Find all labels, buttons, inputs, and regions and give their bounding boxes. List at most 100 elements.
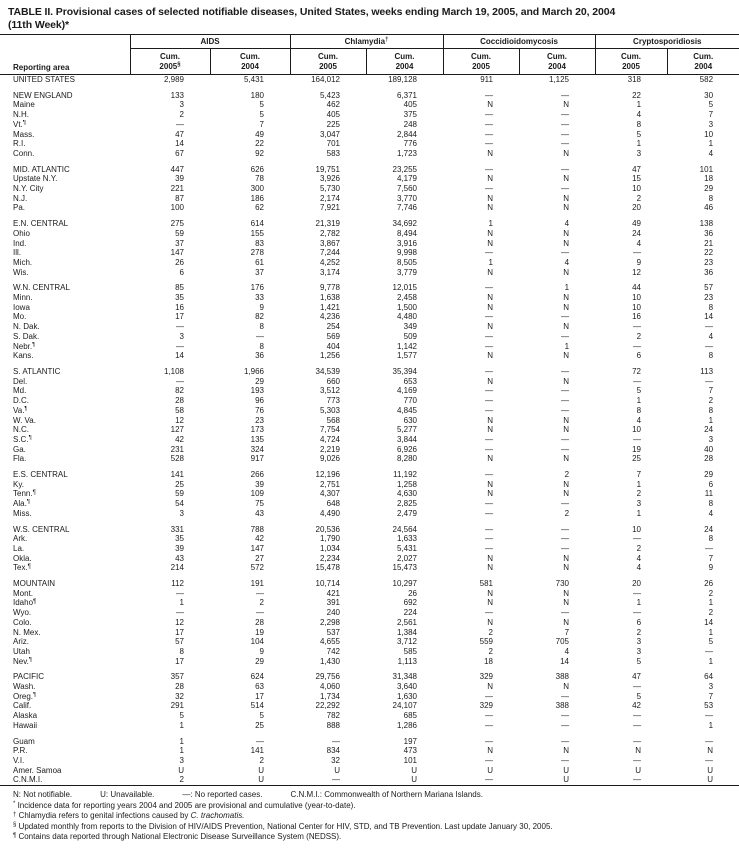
legend-line: N: Not notifiable. U: Unavailable. —: No r… xyxy=(13,790,731,801)
value-cell: — xyxy=(485,534,493,544)
value-cell: 624 xyxy=(250,672,264,682)
value-cell: — xyxy=(176,376,184,386)
value-cell: 22,292 xyxy=(315,701,340,711)
value-cell: 1,113 xyxy=(397,656,417,666)
value-cell: N xyxy=(563,267,570,277)
value-cell: — xyxy=(485,331,493,341)
table-row: Okla. 43 27 2,234 2,027 N N 4 7 xyxy=(0,554,739,564)
value-cell: N xyxy=(563,351,570,361)
legend-item: —: No reported cases. xyxy=(182,790,263,800)
reporting-area-cell: Ark. xyxy=(13,534,28,544)
value-cell: — xyxy=(705,711,714,721)
value-cell: 701 xyxy=(326,139,340,149)
reporting-area-cell: Okla. xyxy=(13,553,32,563)
footnote: * Incidence data for reporting years 200… xyxy=(13,800,356,810)
value-cell: 231 xyxy=(170,444,184,454)
value-cell: 3 xyxy=(636,646,642,656)
reporting-area-cell: Conn. xyxy=(13,148,35,158)
value-cell: 78 xyxy=(255,174,264,184)
value-cell: — xyxy=(705,341,714,351)
reporting-area-cell: Utah xyxy=(13,646,30,656)
value-cell: 2,219 xyxy=(319,444,340,454)
value-cell: 15,478 xyxy=(315,563,340,573)
value-cell: 1 xyxy=(488,257,493,267)
value-cell: 917 xyxy=(250,454,264,464)
value-cell: — xyxy=(705,543,714,553)
reporting-area-cell: S.C.¶ xyxy=(13,434,32,444)
reporting-area-cell: NEW ENGLAND xyxy=(13,90,73,100)
value-cell: 5,423 xyxy=(319,90,340,100)
value-cell: — xyxy=(705,736,714,746)
reporting-area-cell: Tex.¶ xyxy=(13,563,31,573)
value-cell: 4 xyxy=(708,148,714,158)
value-cell: 20 xyxy=(632,579,642,589)
value-cell: — xyxy=(633,711,642,721)
value-cell: 911 xyxy=(480,75,493,84)
table-row: Del. — 29 660 653 N N — — xyxy=(0,377,739,387)
value-cell: 224 xyxy=(403,608,417,618)
value-cell: 189,128 xyxy=(388,75,417,84)
value-cell: 705 xyxy=(555,637,570,647)
value-cell: — xyxy=(176,608,184,618)
col-cryptosporidiosis-cum-2005: Cum. 2005 xyxy=(594,48,668,75)
value-cell: — xyxy=(561,720,570,730)
value-cell: 254 xyxy=(326,322,340,332)
value-cell: 3,916 xyxy=(396,238,417,248)
value-cell: 100 xyxy=(170,203,184,213)
value-cell: 5,730 xyxy=(319,184,340,194)
reporting-area-cell: Del. xyxy=(13,376,28,386)
value-cell: N xyxy=(563,302,570,312)
reporting-area-cell: Vt.¶ xyxy=(13,119,27,129)
value-cell: 11,192 xyxy=(393,470,417,480)
table-row: C.N.M.I. 2 U — U — U — U xyxy=(0,775,739,785)
value-cell: — xyxy=(561,756,570,765)
value-cell: 581 xyxy=(479,579,493,589)
value-cell: 36 xyxy=(704,267,714,277)
value-cell: — xyxy=(176,588,184,598)
value-cell: — xyxy=(633,682,642,692)
value-cell: — xyxy=(561,312,570,322)
value-cell: 7 xyxy=(708,553,714,563)
value-cell: 47 xyxy=(632,164,642,174)
value-cell: — xyxy=(485,499,493,509)
value-cell: 4,060 xyxy=(319,682,340,692)
reporting-area-cell: Ga. xyxy=(13,444,26,454)
reporting-area-cell: Amer. Samoa xyxy=(13,765,62,775)
value-cell: 28 xyxy=(255,617,264,627)
value-cell: — xyxy=(633,376,642,386)
value-cell: 221 xyxy=(170,184,184,194)
value-cell: 113 xyxy=(700,366,714,376)
value-cell: — xyxy=(705,756,714,765)
value-cell: — xyxy=(561,534,570,544)
value-cell: N xyxy=(487,682,493,692)
value-cell: 96 xyxy=(255,396,264,406)
table-row: W.N. CENTRAL 85 176 9,778 12,015 — 1 44 57 xyxy=(0,283,739,293)
value-cell: 109 xyxy=(250,489,264,499)
table-row: N.H. 2 5 405 375 — — 4 7 xyxy=(0,110,739,120)
value-cell: 138 xyxy=(699,219,714,229)
value-cell: — xyxy=(633,775,642,785)
reporting-area-cell: N.H. xyxy=(13,110,29,120)
reporting-area-cell: Maine xyxy=(13,100,35,110)
value-cell: N xyxy=(487,563,493,573)
value-cell: 782 xyxy=(326,711,340,721)
value-cell: N xyxy=(563,598,570,608)
value-cell: 59 xyxy=(175,228,184,238)
chlamydia-mark: † xyxy=(385,37,389,44)
value-cell: 4,630 xyxy=(396,489,417,499)
value-cell: N xyxy=(487,598,493,608)
value-cell: 388 xyxy=(555,701,570,711)
value-cell: N xyxy=(563,489,570,499)
reporting-area-cell: Mich. xyxy=(13,257,33,267)
value-cell: 83 xyxy=(255,238,264,248)
value-cell: — xyxy=(485,756,493,765)
table-row: Tenn.¶ 59 109 4,307 4,630 N N 2 11 xyxy=(0,489,739,499)
value-cell: 2 xyxy=(708,608,714,618)
value-cell: 37 xyxy=(255,267,264,277)
value-cell: 4 xyxy=(564,257,570,267)
table-row: E.N. CENTRAL 275 614 21,319 34,692 1 4 49 138 xyxy=(0,219,739,229)
value-cell: — xyxy=(485,691,493,701)
reporting-area-cell: Ind. xyxy=(13,238,27,248)
value-cell: 4 xyxy=(636,110,642,120)
value-cell: — xyxy=(561,139,570,149)
